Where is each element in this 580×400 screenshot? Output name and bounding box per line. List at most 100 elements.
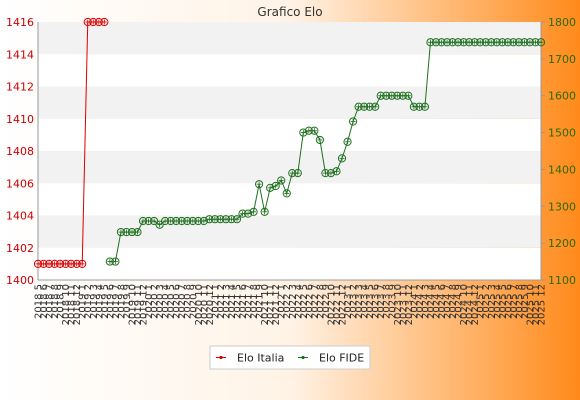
- x-axis-tick-label: 2018 9: [56, 284, 67, 319]
- grid-band: [38, 118, 541, 151]
- data-point: [78, 259, 87, 268]
- x-axis-tick-label: 2025 9: [520, 284, 531, 319]
- x-axis-tick-label: 2019 12: [139, 284, 150, 325]
- x-axis-tick-label: 2021 11: [266, 284, 277, 325]
- left-axis-tick-label: 1404: [6, 210, 34, 223]
- grid-band: [38, 151, 541, 184]
- x-axis-tick-label: 2019 4: [94, 284, 105, 319]
- x-axis-tick-label: 2024 6: [437, 284, 448, 319]
- legend-label: Elo Italia: [237, 352, 284, 365]
- data-point: [249, 207, 258, 216]
- x-axis-tick-label: 2025 1: [476, 284, 487, 319]
- legend-marker: [301, 355, 305, 360]
- data-point: [326, 169, 336, 178]
- data-point: [343, 137, 352, 146]
- x-axis-tick-label: 2023 3: [354, 284, 365, 319]
- x-axis-tick-label: 2019 5: [100, 284, 111, 319]
- x-axis-tick-label: 2025 3: [487, 284, 498, 319]
- x-axis-tick-label: 2023 7: [376, 284, 387, 319]
- x-axis-tick-label: 2024 10: [459, 284, 470, 325]
- x-axis-tick-label: 2023 9: [387, 284, 398, 319]
- x-axis-tick-label: 2025 8: [514, 284, 525, 319]
- x-axis-tick-label: 2019 3: [89, 284, 100, 319]
- x-axis-tick-label: 2025 7: [509, 284, 520, 319]
- series-elo-italia: [33, 17, 109, 268]
- x-axis-tick-label: 2020 2: [150, 284, 161, 319]
- grid-band: [38, 86, 541, 119]
- x-axis-tick-label: 2023 11: [398, 284, 409, 325]
- x-axis-tick-label: 2024 9: [454, 284, 465, 319]
- x-axis-tick-label: 2021 3: [221, 284, 232, 319]
- data-point: [371, 102, 380, 111]
- data-point: [149, 216, 159, 226]
- x-axis-tick-label: 2024 3: [420, 284, 431, 319]
- data-point: [315, 135, 325, 145]
- x-axis-tick-label: 2020 4: [161, 284, 172, 319]
- data-point: [337, 154, 347, 163]
- right-axis-tick-label: 1400: [548, 163, 576, 176]
- data-point: [243, 209, 253, 218]
- x-axis-tick-label: 2022 2: [282, 284, 293, 319]
- x-axis-tick-label: 2022 12: [338, 284, 349, 325]
- data-point: [199, 216, 208, 226]
- x-axis-tick-label: 2020 12: [205, 284, 216, 325]
- x-axis-tick-label: 2022 4: [293, 284, 304, 319]
- x-axis-tick-label: 2021 8: [249, 284, 260, 319]
- right-axis-tick-label: 1500: [548, 127, 576, 140]
- x-axis-tick-label: 2023 4: [360, 284, 371, 319]
- right-axis-tick-label: 1100: [548, 274, 576, 287]
- legend-label: Elo FIDE: [319, 352, 364, 365]
- x-axis-tick-label: 2023 8: [382, 284, 393, 319]
- x-axis-tick-label: 2020 6: [172, 284, 183, 319]
- x-axis-tick-label: 2022 9: [321, 284, 332, 319]
- x-axis-tick-label: 2020 5: [166, 284, 177, 319]
- x-axis-tick-label: 2021 2: [216, 284, 227, 319]
- data-point: [420, 102, 430, 111]
- x-axis-tick-label: 2018 7: [45, 284, 56, 319]
- x-axis-tick-label: 2019 9: [122, 284, 133, 319]
- x-axis-tick-label: 2020 9: [188, 284, 199, 319]
- x-axis-tick-label: 2019 8: [116, 284, 127, 319]
- x-axis-tick-label: 2022 10: [326, 284, 337, 325]
- data-point: [348, 117, 358, 126]
- x-axis-tick-label: 2024 8: [448, 284, 459, 319]
- data-point: [332, 167, 341, 176]
- right-axis-tick-label: 1800: [548, 16, 576, 29]
- data-point: [293, 169, 302, 178]
- x-axis-tick-label: 2022 11: [332, 284, 343, 325]
- right-axis-tick-label: 1700: [548, 53, 576, 66]
- left-axis-tick-label: 1406: [6, 177, 34, 190]
- x-axis-tick-label: 2019 6: [105, 284, 116, 319]
- x-axis-tick-label: 2024 12: [470, 284, 481, 325]
- series-elo-fide: [105, 38, 546, 266]
- x-axis-tick-label: 2020 11: [199, 284, 210, 325]
- x-axis-tick-label: 2023 5: [365, 284, 376, 319]
- x-axis-tick-label: 2021 10: [260, 284, 271, 325]
- x-axis-tick-label: 2018 11: [67, 284, 78, 325]
- x-axis-tick-label: 2020 7: [177, 284, 188, 319]
- x-axis-tick-label: 2025 6: [503, 284, 514, 319]
- data-point: [155, 220, 164, 229]
- x-axis-tick-label: 2023 1: [343, 284, 354, 319]
- x-axis-tick-label: 2018 5: [34, 284, 45, 319]
- data-point: [133, 227, 142, 237]
- legend-marker: [219, 355, 223, 360]
- x-axis-tick-label: 2021 6: [238, 284, 249, 319]
- x-axis-tick-label: 2022 7: [310, 284, 321, 319]
- x-axis-tick-label: 2022 5: [299, 284, 310, 319]
- right-axis-tick-label: 1200: [548, 237, 576, 250]
- grid-band: [38, 215, 541, 248]
- x-axis-tick-label: 2022 1: [277, 284, 288, 319]
- x-axis-tick-label: 2018 10: [61, 284, 72, 325]
- grid-band: [38, 54, 541, 87]
- x-axis-tick-label: 2024 5: [431, 284, 442, 319]
- data-point: [536, 38, 546, 47]
- data-point: [266, 183, 275, 192]
- x-axis-tick-label: 2024 7: [443, 284, 454, 319]
- left-axis-tick-label: 1412: [6, 81, 34, 94]
- x-axis-tick-label: 2019 2: [83, 284, 94, 319]
- grid-band: [38, 183, 541, 216]
- x-axis-tick-label: 2025 11: [531, 284, 542, 325]
- x-axis-tick-label: 2024 2: [415, 284, 426, 319]
